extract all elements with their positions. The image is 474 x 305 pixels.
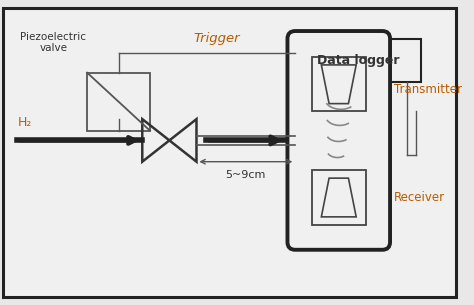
Text: Data logger: Data logger — [317, 54, 400, 67]
Bar — [312, 57, 366, 111]
Text: valve: valve — [39, 43, 67, 53]
Text: 5~9cm: 5~9cm — [226, 170, 266, 180]
Text: Transmitter: Transmitter — [394, 83, 462, 95]
FancyBboxPatch shape — [287, 31, 390, 250]
Bar — [295, 39, 421, 82]
Text: Piezoelectric: Piezoelectric — [20, 32, 86, 42]
Bar — [87, 73, 150, 131]
Text: Trigger: Trigger — [193, 32, 240, 45]
Text: H₂: H₂ — [18, 117, 32, 130]
Text: Receiver: Receiver — [394, 191, 445, 204]
Bar — [312, 170, 366, 224]
